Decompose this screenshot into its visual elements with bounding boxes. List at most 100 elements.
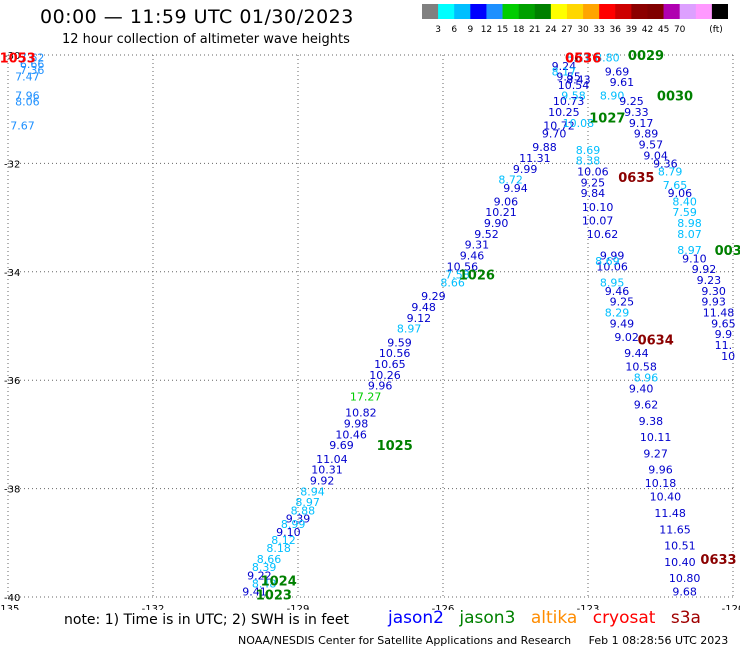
wave-height-label: 9.65 <box>711 317 736 330</box>
credit-timestamp: Feb 1 08:28:56 UTC 2023 <box>588 634 729 647</box>
legend-swatch <box>534 4 552 19</box>
wave-height-label: 8.97 <box>397 323 422 336</box>
wave-height-label: 9.44 <box>624 347 649 360</box>
wave-height-label: 9.59 <box>387 336 412 349</box>
wave-height-label: 8.48 <box>252 577 277 590</box>
wave-height-label: 8.79 <box>658 166 683 179</box>
wave-height-label: 9.9 <box>715 328 733 341</box>
y-tick-label: -30 <box>4 51 20 62</box>
page-subtitle: 12 hour collection of altimeter wave hei… <box>62 32 350 47</box>
wave-height-label: 11.65 <box>659 523 691 536</box>
wave-height-label: 11.31 <box>519 152 551 165</box>
legend-swatch <box>615 4 632 19</box>
wave-height-label: 9.23 <box>697 274 722 287</box>
wave-height-label: 8.69 <box>595 255 620 268</box>
legend-tick-label: 12 <box>481 25 492 35</box>
wave-height-label: 7.65 <box>663 179 688 192</box>
wave-height-label: 10.06 <box>577 166 609 179</box>
wave-height-label: 8.11 <box>566 52 591 65</box>
wave-height-label: 10.10 <box>582 201 614 214</box>
wave-height-label: 8.99 <box>281 518 306 531</box>
legend-tick-label: 42 <box>642 25 653 35</box>
legend-swatch <box>454 4 471 19</box>
wave-height-label: 10.21 <box>485 206 517 219</box>
legend-tick-label: 18 <box>513 25 525 35</box>
wave-height-label: 10.08 <box>563 117 595 130</box>
wave-height-label: 8.72 <box>498 174 523 187</box>
wave-height-label: 7.58 <box>445 269 470 282</box>
wave-height-label: 8.66 <box>440 277 465 290</box>
satellite-altika: altika <box>530 608 578 628</box>
legend-tick-label: 45 <box>658 25 669 35</box>
legend-tick-label: 6 <box>451 25 457 35</box>
wave-height-label: 8.17 <box>552 65 577 78</box>
legend-swatch <box>711 4 728 19</box>
wave-height-label: 11. <box>715 339 733 352</box>
legend-tick-label: 21 <box>529 25 540 35</box>
wave-height-label: 9.62 <box>634 399 659 412</box>
wave-height-label: 9.70 <box>542 128 567 141</box>
wave-height-label: 17.27 <box>350 390 382 403</box>
wave-height-label: 10.11 <box>640 431 672 444</box>
legend-swatch <box>679 4 697 19</box>
satellite-s3a: s3a <box>670 608 701 628</box>
wave-height-label: 9.24 <box>552 60 577 73</box>
wave-height-label: 8.69 <box>576 144 601 157</box>
wave-height-label: 9.06 <box>494 195 519 208</box>
pass-time-label: 1024 <box>261 575 297 590</box>
wave-height-label: 9.57 <box>639 138 664 151</box>
wave-height-label: 8.39 <box>252 561 277 574</box>
x-tick-label: -129 <box>287 604 310 610</box>
legend-swatch <box>566 4 584 19</box>
legend-tick-label: 24 <box>545 25 557 35</box>
wave-height-label: 8.96 <box>634 371 659 384</box>
legend-swatch <box>486 4 503 19</box>
wave-height-label: 9.22 <box>247 569 272 582</box>
pass-time-label: 1027 <box>589 111 625 126</box>
wave-height-label: 9.46 <box>460 250 485 263</box>
wave-height-label: 9.52 <box>474 228 499 241</box>
satellite-cryosat: cryosat <box>592 608 656 628</box>
x-tick-label: -135 <box>0 604 19 610</box>
wave-height-label: 10.31 <box>311 464 343 477</box>
wave-height-label: 7.62 <box>20 52 45 65</box>
wave-height-label: 8.29 <box>605 306 630 319</box>
wave-height-label: 10.72 <box>543 119 575 132</box>
wave-height-label: 9.06 <box>668 187 693 200</box>
x-tick-label: -123 <box>577 604 600 610</box>
wave-height-label: 9.33 <box>624 106 649 119</box>
wave-height-label: 8.18 <box>266 542 291 555</box>
wave-height-label: 9.96 <box>368 380 393 393</box>
wave-height-label: 9.17 <box>629 117 654 130</box>
y-tick-label: -40 <box>4 593 20 604</box>
wave-height-label: 8.43 <box>566 73 591 86</box>
legend-tick-label: 3 <box>435 25 441 35</box>
legend-swatch <box>470 4 487 19</box>
wave-height-label: 9.39 <box>286 512 311 525</box>
wave-height-label: 9.25 <box>581 176 606 189</box>
wave-height-label: 8.80 <box>595 52 620 65</box>
wave-height-label: 10.18 <box>645 477 677 490</box>
wave-height-label: 9.98 <box>344 418 369 431</box>
wave-height-label: 7.47 <box>15 71 40 84</box>
wave-height-label: 9.04 <box>643 149 668 162</box>
wave-height-plot: -135 -132 -129 -126 -123 -120 -38 -36 -34 -32 -30 -… <box>0 49 740 610</box>
wave-height-label: 10.40 <box>650 491 682 504</box>
wave-height-label: 10.62 <box>587 228 619 241</box>
legend-tick-label: 15 <box>497 25 508 35</box>
wave-height-label: 9.27 <box>643 447 668 460</box>
wave-height-label: 9.96 <box>648 464 673 477</box>
legend-swatch <box>599 4 616 19</box>
wave-height-label: 6.66 <box>20 58 45 71</box>
wave-height-label: 8.12 <box>271 534 296 547</box>
wave-height-label: 9.88 <box>532 141 557 154</box>
legend-tick-label: 30 <box>577 25 589 35</box>
wave-height-label: 10 <box>721 350 735 363</box>
pass-time-label: 1025 <box>377 439 413 454</box>
wave-height-label: 8.07 <box>677 228 702 241</box>
wave-height-label: 11.48 <box>654 507 686 520</box>
wave-height-label: 8.06 <box>15 96 40 109</box>
wave-height-label: 9.10 <box>276 526 301 539</box>
wave-height-label: 10.51 <box>664 540 696 553</box>
legend-tick-label: 27 <box>561 25 572 35</box>
